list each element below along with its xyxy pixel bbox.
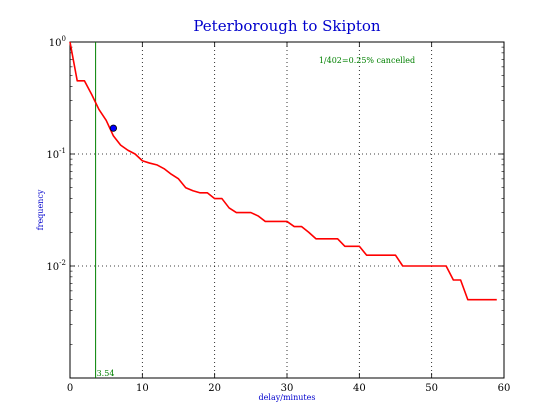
chart-title: Peterborough to Skipton [193, 17, 381, 35]
y-tick-label: 10-2 [46, 259, 66, 273]
y-tick-label: 10-1 [46, 147, 66, 161]
x-tick-label: 30 [281, 383, 294, 394]
y-axis-label: frequency [36, 189, 45, 230]
cancelled-annotation: 1/402=0.25% cancelled [319, 56, 415, 65]
x-tick-label: 10 [136, 383, 149, 394]
x-tick-label: 60 [498, 383, 511, 394]
x-tick-label: 0 [67, 383, 73, 394]
x-tick-label: 50 [425, 383, 438, 394]
series-line [69, 41, 497, 301]
y-tick-label: 100 [49, 35, 66, 49]
marker-point [109, 124, 118, 132]
grid [70, 42, 504, 378]
x-tick-label: 40 [353, 383, 366, 394]
x-tick-labels: 0 10 20 30 40 50 60 [67, 383, 511, 394]
y-tick-labels: 100 10-1 10-2 [46, 35, 66, 273]
x-tick-label: 20 [208, 383, 221, 394]
x-axis-label: delay/minutes [259, 393, 316, 402]
axis-ticks [69, 41, 505, 378]
threshold-label: 3.54 [97, 369, 115, 378]
